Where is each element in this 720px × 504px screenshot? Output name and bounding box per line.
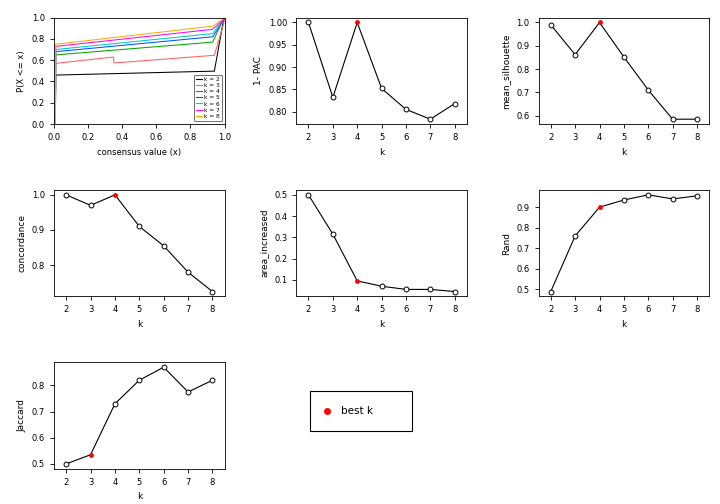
Legend: k = 2, k = 3, k = 4, k = 5, k = 6, k = 7, k = 8: k = 2, k = 3, k = 4, k = 5, k = 6, k = 7…	[194, 75, 222, 121]
X-axis label: k: k	[379, 320, 384, 329]
X-axis label: k: k	[621, 320, 626, 329]
Text: best k: best k	[341, 406, 373, 416]
X-axis label: k: k	[137, 320, 142, 329]
Y-axis label: P(X <= x): P(X <= x)	[17, 50, 26, 92]
X-axis label: k: k	[379, 148, 384, 157]
Y-axis label: Rand: Rand	[502, 232, 510, 255]
X-axis label: consensus value (x): consensus value (x)	[97, 148, 181, 157]
Y-axis label: 1- PAC: 1- PAC	[254, 56, 264, 85]
Y-axis label: concordance: concordance	[17, 214, 26, 272]
Y-axis label: area_increased: area_increased	[259, 209, 269, 278]
X-axis label: k: k	[137, 492, 142, 501]
Y-axis label: Jaccard: Jaccard	[17, 399, 26, 432]
X-axis label: k: k	[621, 148, 626, 157]
Y-axis label: mean_silhouette: mean_silhouette	[502, 33, 510, 108]
